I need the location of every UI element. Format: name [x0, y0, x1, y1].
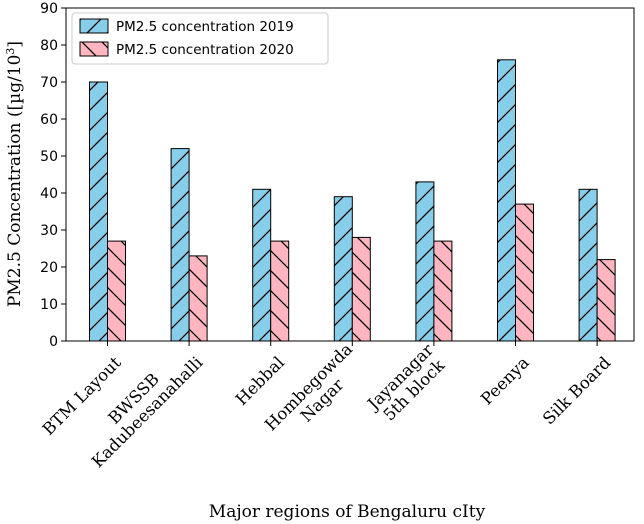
legend: PM2.5 concentration 2019 PM2.5 concentra… — [71, 12, 329, 65]
y-axis: 0 10 20 30 40 50 60 70 80 90 — [40, 1, 66, 350]
y-tick-label-0: 0 — [49, 334, 58, 350]
bar-2020-0 — [107, 240, 126, 342]
x-tick-label-2: Hebbal — [232, 353, 288, 409]
bar-2020-3 — [351, 236, 371, 342]
legend-box — [71, 12, 329, 65]
bar-2019-5 — [497, 59, 516, 342]
y-tick-label-40: 40 — [40, 186, 58, 202]
bar-2020-6 — [596, 259, 616, 342]
bar-2020-1 — [188, 255, 208, 342]
y-tick-label-70: 70 — [40, 75, 58, 91]
y-tick-label-10: 10 — [40, 297, 58, 313]
y-tick-label-20: 20 — [40, 260, 58, 276]
bar-2020-2 — [270, 240, 290, 342]
plot-frame — [65, 7, 635, 342]
y-tick-label-60: 60 — [40, 112, 58, 128]
legend-label-2019: PM2.5 concentration 2019 — [116, 19, 294, 35]
bar-2019-0 — [89, 81, 108, 342]
bar-2019-2 — [252, 188, 272, 342]
y-tick-label-30: 30 — [40, 223, 58, 239]
x-tick-label-3: HombegowdaNagar — [261, 339, 370, 448]
y-tick-label-90: 90 — [40, 1, 58, 17]
legend-swatch-2020 — [79, 41, 109, 57]
x-tick-label-4: Jayanagar5th block — [363, 340, 451, 428]
bar-2019-3 — [333, 196, 353, 342]
legend-swatch-2019 — [79, 18, 109, 34]
y-axis-label: PM2.5 Concentration ([µg/103] — [4, 41, 26, 307]
y-axis-label-superscript: 3 — [4, 48, 17, 55]
bar-2019-1 — [170, 148, 190, 342]
y-tick-label-80: 80 — [40, 38, 58, 54]
x-tick-label-0: BTM Layout — [39, 353, 125, 439]
legend-label-2020: PM2.5 concentration 2020 — [116, 42, 294, 58]
x-axis-label: Major regions of Bengaluru cIty — [209, 502, 486, 522]
bar-2019-6 — [578, 188, 598, 342]
y-tick-label-50: 50 — [40, 149, 58, 165]
y-axis-label-suffix: ] — [5, 41, 25, 48]
bar-2020-4 — [433, 240, 453, 342]
bars-group — [89, 59, 616, 342]
x-tick-label-5: Peenya — [477, 353, 533, 409]
bar-2020-5 — [515, 203, 534, 342]
bar-2019-4 — [415, 181, 435, 342]
x-tick-label-6: Silk Board — [539, 353, 615, 429]
y-axis-label-text: PM2.5 Concentration ([µg/10 — [5, 55, 25, 308]
x-tick-label-1: BWSSBKadubeesanahalli — [75, 339, 207, 471]
